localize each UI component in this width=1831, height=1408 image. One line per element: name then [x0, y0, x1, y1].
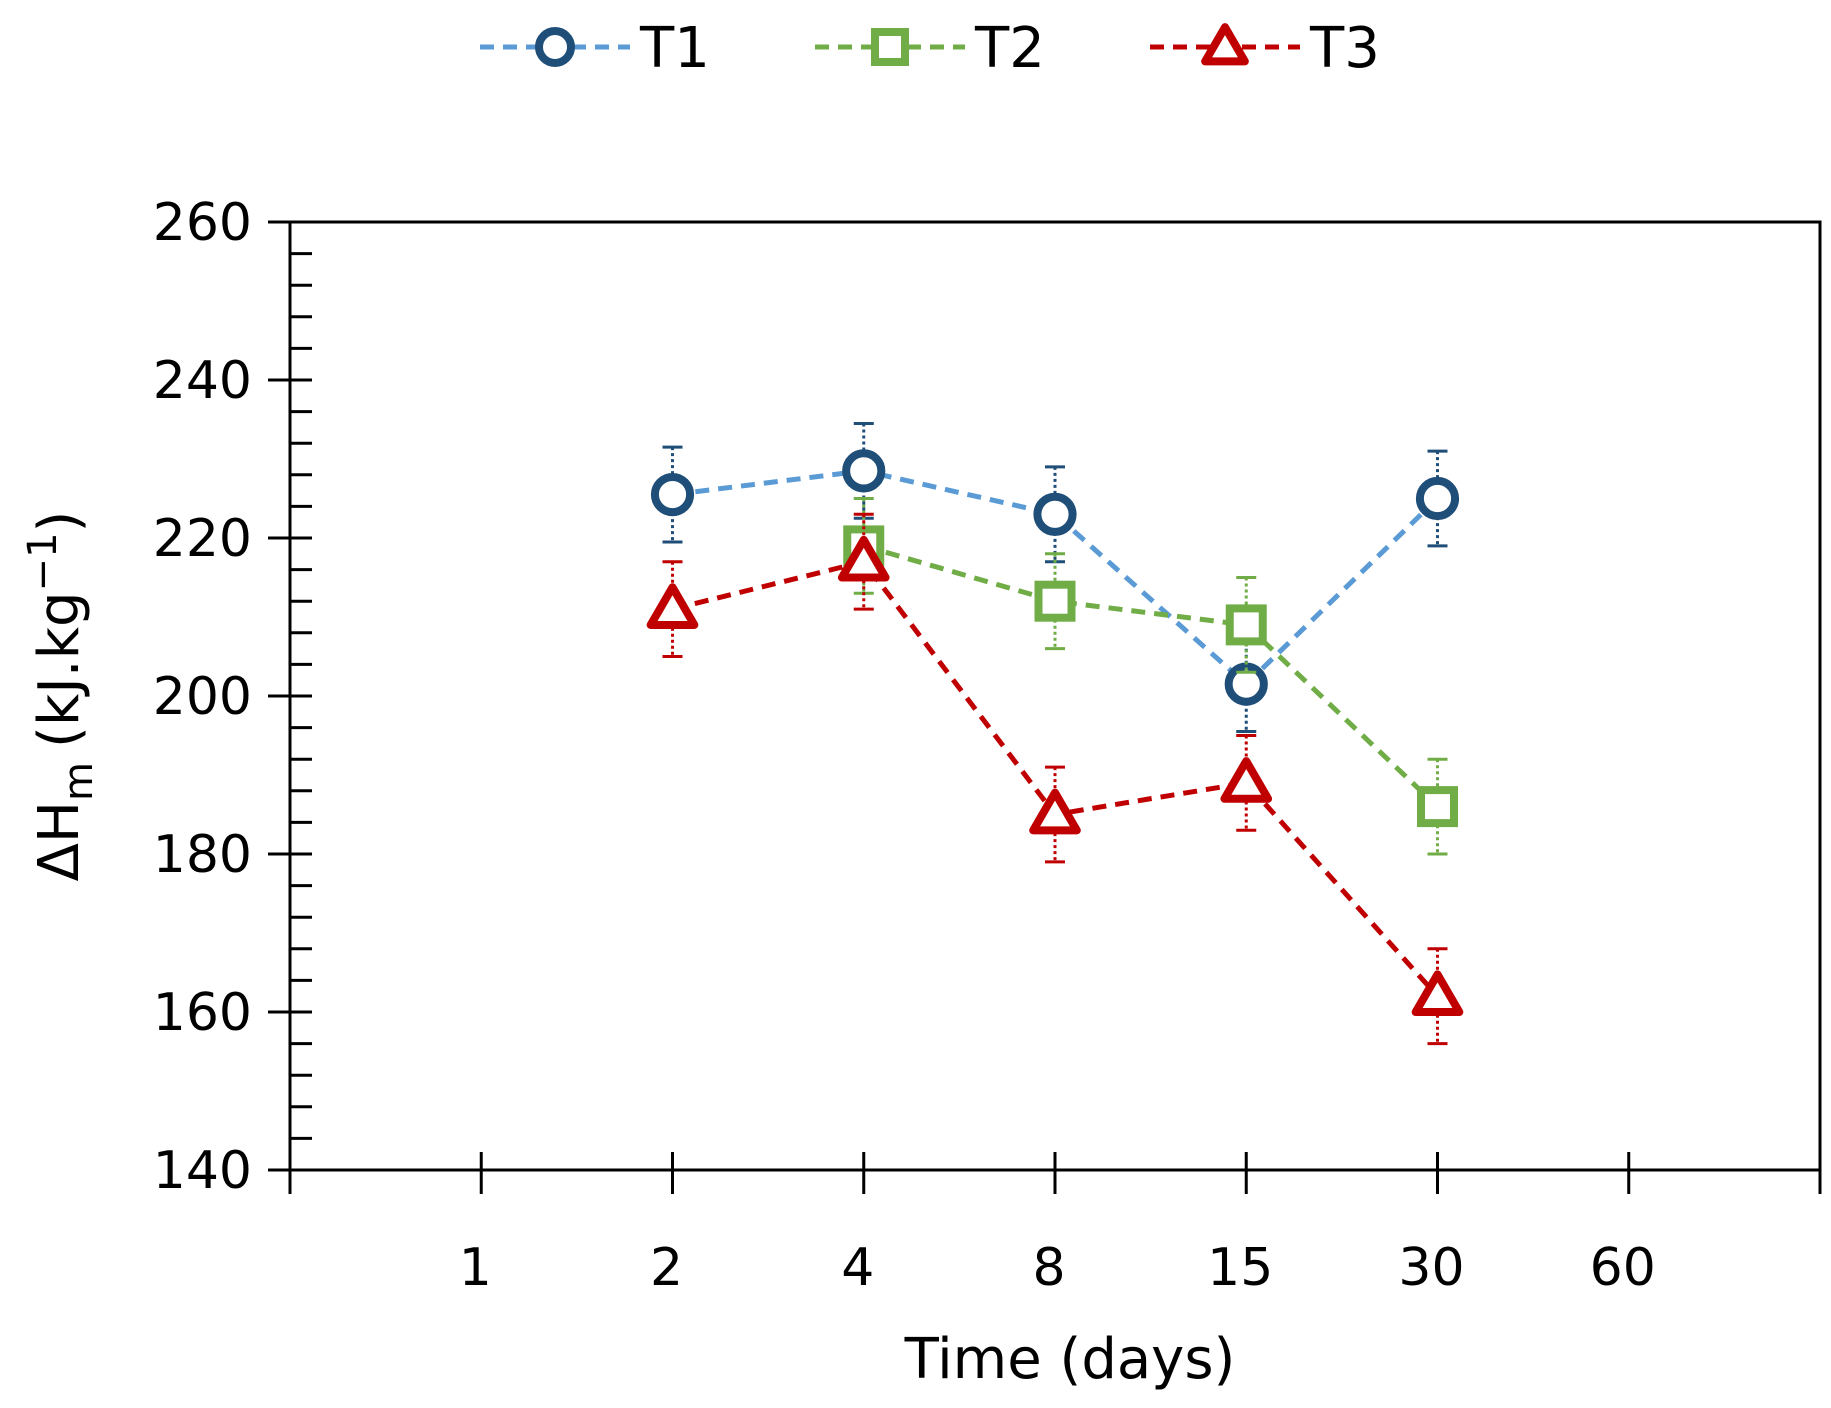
axes: 140 160 180 200 220 240 260 1 2 4 8 15 30 60: [153, 193, 1822, 1298]
y-axis-title-units: (kJ.kg: [27, 591, 92, 748]
x-axis-title: Time (days): [904, 1327, 1236, 1392]
series-t1: [650, 421, 1460, 734]
x-axis-ticks: 1 2 4 8 15 30 60: [288, 1152, 1822, 1298]
y-axis-title-close: ): [27, 511, 92, 533]
data-point-t3: [646, 583, 699, 629]
plot-area-frame: [288, 220, 1822, 1172]
series-line-t2: [863, 543, 1440, 809]
data-point-t3: [837, 535, 890, 582]
data-point-t1: [1224, 662, 1268, 706]
data-point-t2: [1034, 580, 1076, 622]
y-tick-label: 240: [153, 351, 252, 411]
y-tick-label: 200: [153, 667, 252, 727]
x-tick-label: 2: [650, 1238, 683, 1298]
data-point-t1: [650, 472, 695, 517]
x-tick-label: 15: [1207, 1238, 1273, 1298]
legend-label-t1: T1: [639, 16, 710, 81]
legend-marker-t2: [871, 28, 909, 66]
data-point-t3: [1029, 788, 1081, 835]
y-tick-label: 260: [153, 193, 252, 253]
x-tick-label: 8: [1032, 1238, 1065, 1298]
y-tick-label: 140: [153, 1141, 252, 1201]
y-axis-ticks: 140 160 180 200 220 240 260: [153, 193, 312, 1201]
y-tick-label: 220: [153, 509, 252, 569]
legend-item-t2: T2: [815, 16, 1045, 81]
data-point-t3: [1220, 757, 1273, 803]
y-tick-label: 180: [153, 825, 252, 885]
y-tick-label: 160: [153, 983, 252, 1043]
x-tick-label: 30: [1398, 1238, 1464, 1298]
data-point-t2: [1225, 604, 1267, 646]
legend: T1 T2 T3: [480, 16, 1380, 81]
data-point-t3: [1411, 970, 1464, 1017]
legend-item-t1: T1: [480, 16, 710, 81]
data-point-t1: [1415, 476, 1460, 521]
series-t3: [646, 512, 1464, 1046]
legend-item-t3: T3: [1150, 16, 1380, 81]
x-tick-label: 1: [459, 1238, 492, 1298]
legend-label-t2: T2: [974, 16, 1045, 81]
legend-marker-t3: [1201, 23, 1249, 66]
y-axis-title-main: ΔH: [27, 801, 92, 881]
legend-label-t3: T3: [1309, 16, 1380, 81]
data-point-t2: [1417, 786, 1458, 828]
data-point-t1: [1033, 492, 1077, 536]
x-tick-label: 4: [841, 1238, 874, 1298]
legend-marker-t1: [535, 27, 575, 67]
series-layer: [646, 421, 1464, 1046]
y-axis-title: ΔHm (kJ.kg−1): [20, 511, 102, 882]
y-axis-title-superscript: −1: [20, 532, 66, 591]
series-t2: [843, 497, 1458, 856]
y-axis-title-subscript: m: [56, 762, 102, 801]
x-tick-label: 60: [1590, 1238, 1656, 1298]
series-line-t1: [672, 468, 1440, 688]
data-point-t1: [842, 449, 886, 493]
